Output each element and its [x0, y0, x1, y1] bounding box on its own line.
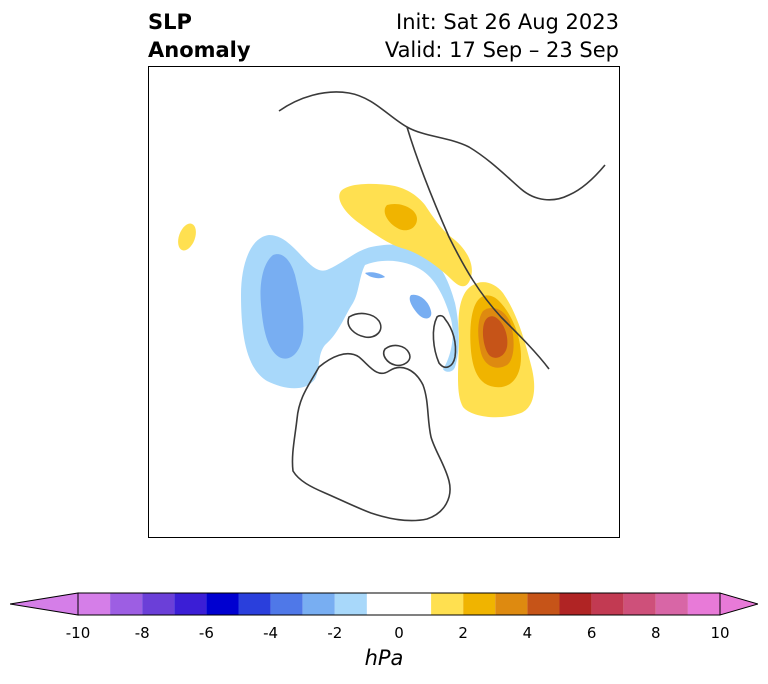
negative-anomaly-mid-blue: [260, 254, 304, 359]
valid-range: Valid: 17 Sep – 23 Sep: [384, 38, 619, 62]
coastline-group: [278, 91, 606, 522]
colorbar-tick-label: -10: [65, 624, 91, 642]
colorbar-cell: [366, 593, 432, 615]
colorbar-cell: [238, 593, 271, 615]
colorbar-tick-label: -6: [198, 624, 214, 642]
colorbar-cell: [302, 593, 335, 615]
positive-anomaly-dark-orange-siberia: [482, 316, 508, 358]
colorbar-extend-max: [719, 592, 758, 616]
colorbar: [10, 592, 758, 616]
colorbar-cell: [206, 593, 239, 615]
colorbar-cells: [78, 593, 720, 615]
title-line-1: SLP: [148, 10, 192, 34]
colorbar-tick-label: 0: [394, 624, 404, 642]
date-info: Init: Sat 26 Aug 2023 Valid: 17 Sep – 23…: [385, 8, 619, 64]
colorbar-cell: [334, 593, 367, 615]
positive-anomaly-gold-scandinavia: [384, 203, 417, 231]
colorbar-cell: [270, 593, 303, 615]
colorbar-cell: [623, 593, 656, 615]
colorbar-cell: [78, 593, 111, 615]
negative-anomaly-mid-blue-sliver: [365, 272, 385, 279]
colorbar-cell: [463, 593, 496, 615]
positive-anomaly-yellow-scandinavia: [339, 183, 472, 287]
colorbar-cell: [174, 593, 207, 615]
colorbar-extend-min: [10, 592, 79, 616]
colorbar-tick-label: -8: [134, 624, 150, 642]
colorbar-cell: [655, 593, 688, 615]
colorbar-tick-label: -4: [263, 624, 279, 642]
colorbar-cell: [527, 593, 560, 615]
negative-anomaly-mid-blue-small: [409, 294, 432, 319]
colorbar-tick-label: 4: [522, 624, 533, 642]
colorbar-cell: [687, 593, 720, 615]
init-date: Init: Sat 26 Aug 2023: [396, 10, 619, 34]
colorbar-units: hPa: [364, 646, 404, 670]
colorbar-cell: [110, 593, 143, 615]
colorbar-tick-label: 2: [458, 624, 468, 642]
coastline-north-america: [291, 352, 451, 522]
colorbar-border: [77, 592, 721, 616]
positive-anomaly-yellow-small: [178, 223, 196, 251]
slp-anomaly-map: [178, 91, 606, 522]
colorbar-tick-label: -2: [327, 624, 343, 642]
colorbar-cell: [495, 593, 528, 615]
coastline-greenland: [432, 314, 457, 369]
colorbar-cell: [591, 593, 624, 615]
colorbar-cell: [431, 593, 464, 615]
colorbar-cell: [559, 593, 592, 615]
coastline-arctic-islands: [347, 312, 411, 367]
coastline-eurasia: [278, 91, 606, 370]
map-title: SLP Anomaly: [148, 8, 251, 64]
colorbar-tick-label: 10: [710, 624, 730, 642]
title-line-2: Anomaly: [148, 38, 251, 62]
colorbar-cell: [142, 593, 175, 615]
map-panel: [148, 66, 620, 538]
colorbar-tick-label: 6: [586, 624, 597, 642]
colorbar-tick-label: 8: [651, 624, 661, 642]
